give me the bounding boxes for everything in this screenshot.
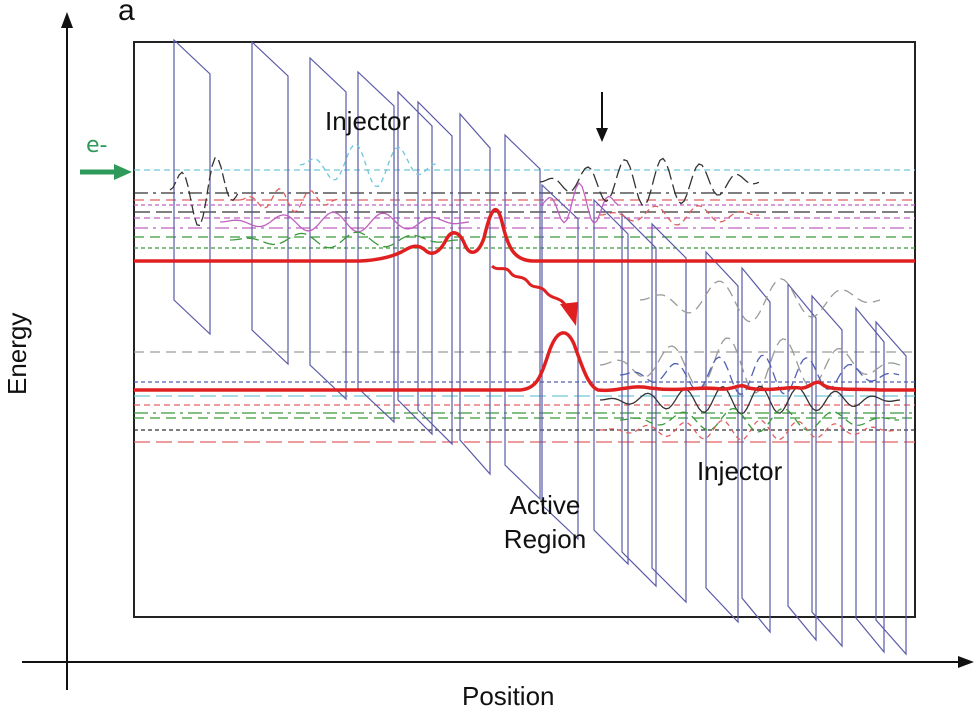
barrier-wall [811,294,843,648]
quantum-well-barriers [173,38,907,656]
barrier-wall [621,212,657,588]
barrier-wall [541,183,579,541]
y-axis-label: Energy [2,312,32,395]
wavefunction-curve [239,187,340,213]
wavefunction-curve [599,205,760,226]
wavefunction-curve [229,231,459,249]
barrier-wall [397,90,433,436]
barrier-wall [251,40,289,366]
x-axis-arrowhead-icon [958,656,974,668]
barrier-wall [705,250,739,624]
upper-laser-level [134,207,915,263]
wavefunction-curve [539,157,760,207]
lower-laser-level [134,331,915,393]
radiative-transition-arrow [490,264,568,307]
wavefunction-curve [539,181,619,225]
wavefunction-curve [169,157,240,227]
wavefunction-curve [639,278,881,323]
barrier-wall [417,100,453,446]
y-axis-arrowhead-icon [61,12,73,28]
wavefunction-curve [599,385,901,415]
barrier-wall [593,198,629,566]
barrier-wall [855,306,885,654]
barrier-wall [459,112,491,476]
active-region-line2: Region [503,524,587,554]
plot-frame [133,41,916,618]
transition-arrowhead-icon [560,302,578,326]
panel-label: a [118,0,135,27]
injector-label-lower: Injector [697,456,783,486]
barrier-wall [875,320,907,656]
injector-label-upper: Injector [325,106,411,136]
x-axis-label: Position [462,681,555,711]
electron-arrowhead-icon [114,164,132,180]
wavefunction-curve [599,337,901,394]
barrier-wall [741,266,771,634]
wavefunction-curve [299,143,439,188]
electron-label: e- [86,133,108,158]
energy-levels [134,169,915,443]
active-region-line1: Active [509,490,581,520]
barrier-wall [787,282,817,642]
wavefunction-curve [219,211,470,233]
barrier-wall [504,133,541,501]
down-arrowhead-icon [596,128,608,142]
barrier-wall [357,70,395,424]
wavefunction-curve [599,419,901,441]
barrier-wall [651,222,687,604]
active-region-label: Active Region [470,488,620,556]
barrier-wall [173,38,211,336]
wavefunction-curve [619,354,900,395]
wavefunction-curve [619,407,899,433]
